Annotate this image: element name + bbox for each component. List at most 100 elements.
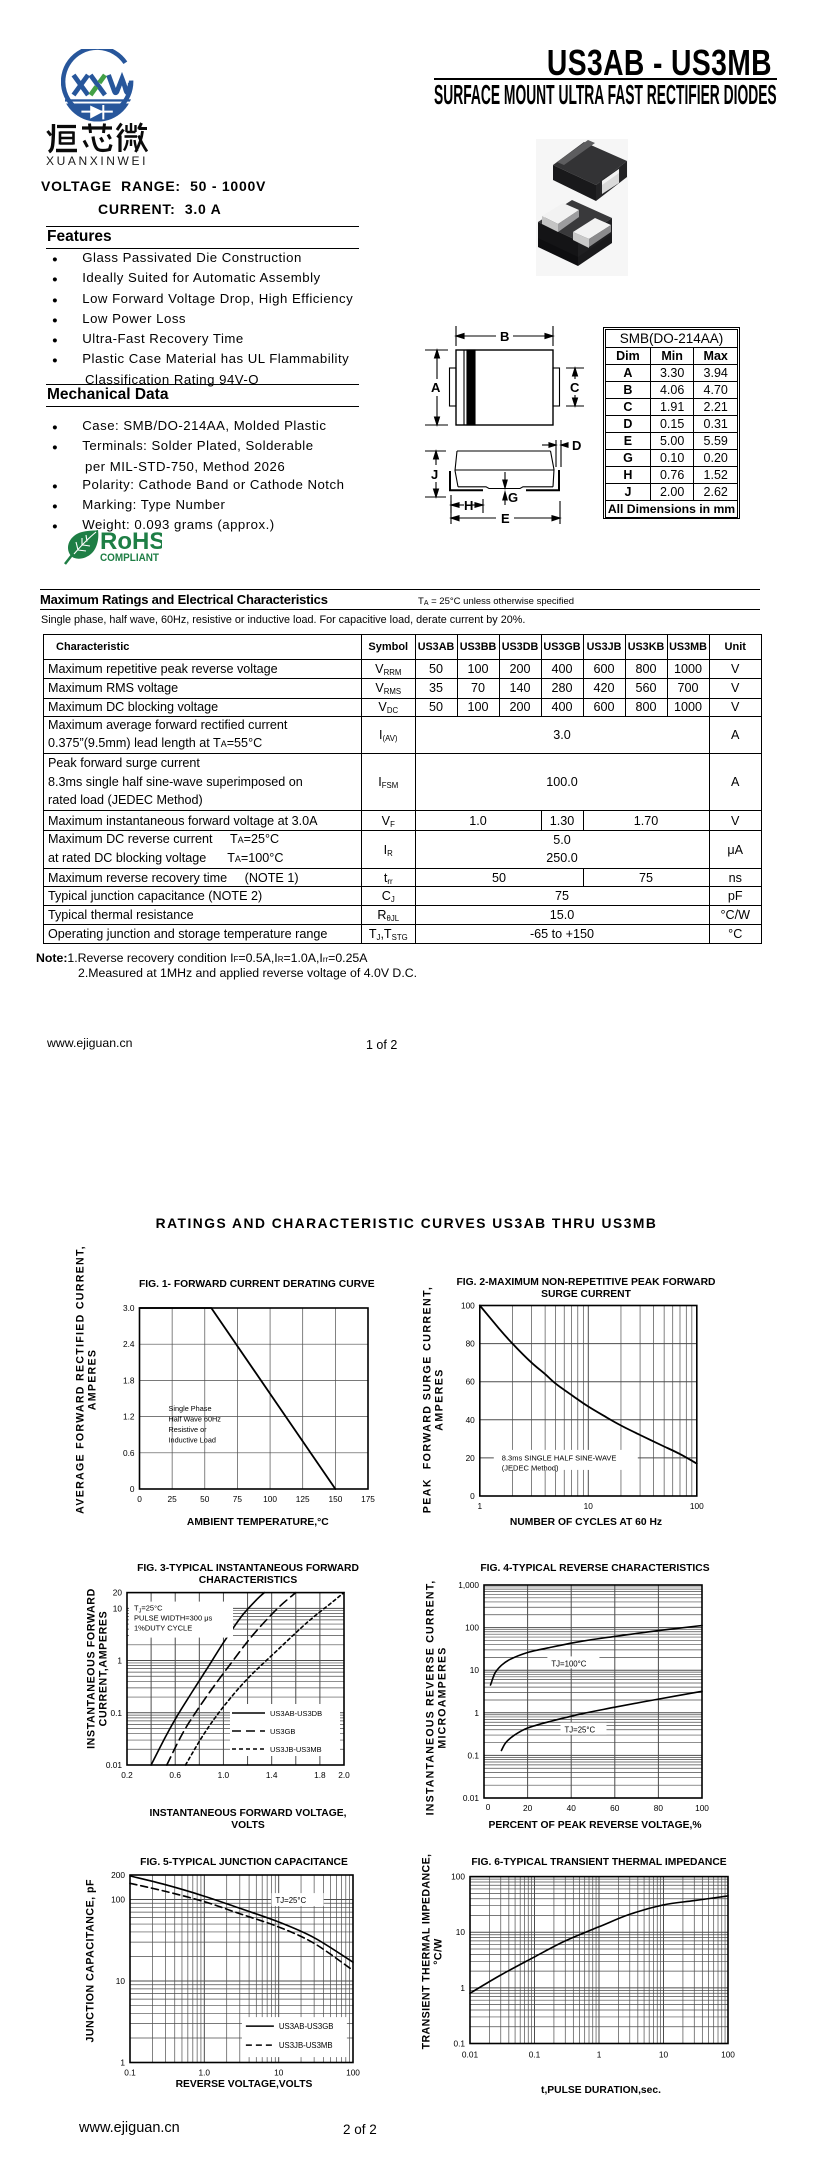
svg-text:TJ=25°C: TJ=25°C [134, 1604, 163, 1615]
svg-text:1: 1 [117, 1656, 122, 1666]
svg-text:US3AB-US3DB: US3AB-US3DB [270, 1709, 322, 1718]
svg-text:100: 100 [346, 2068, 360, 2078]
svg-text:0: 0 [137, 1494, 142, 1504]
svg-text:1%DUTY CYCLE: 1%DUTY CYCLE [134, 1624, 192, 1633]
svg-text:60: 60 [466, 1377, 476, 1387]
svg-text:1: 1 [597, 2050, 602, 2060]
svg-text:Single Phase: Single Phase [169, 1404, 212, 1413]
svg-text:80: 80 [654, 1803, 664, 1813]
svg-text:10: 10 [584, 1501, 594, 1511]
svg-text:100: 100 [465, 1623, 479, 1633]
svg-text:200: 200 [111, 1870, 125, 1880]
svg-text:US3AB-US3GB: US3AB-US3GB [279, 2022, 334, 2031]
svg-text:1.8: 1.8 [314, 1770, 326, 1780]
svg-text:0: 0 [486, 1802, 491, 1812]
svg-text:0: 0 [470, 1491, 475, 1501]
svg-text:0.01: 0.01 [463, 1793, 480, 1803]
svg-text:10: 10 [456, 1927, 466, 1937]
svg-text:B: B [500, 329, 509, 344]
svg-text:60: 60 [610, 1803, 620, 1813]
svg-text:SURGE CURRENT: SURGE CURRENT [541, 1289, 632, 1300]
svg-text:FIG. 2-MAXIMUM NON-REPETITIVE: FIG. 2-MAXIMUM NON-REPETITIVE PEAK FORWA… [457, 1277, 716, 1288]
svg-text:20: 20 [466, 1453, 476, 1463]
svg-text:10: 10 [274, 2068, 284, 2078]
svg-text:US3JB-US3MB: US3JB-US3MB [279, 2041, 333, 2050]
svg-text:0.01: 0.01 [462, 2050, 479, 2060]
svg-text:(JEDEC Method): (JEDEC Method) [502, 1463, 559, 1472]
svg-text:FIG. 6-TYPICAL TRANSIENT THERM: FIG. 6-TYPICAL TRANSIENT THERMAL IMPEDAN… [471, 1857, 726, 1868]
svg-text:C: C [570, 380, 580, 395]
svg-text:A: A [431, 380, 441, 395]
svg-text:1.4: 1.4 [266, 1770, 278, 1780]
svg-text:COMPLIANT: COMPLIANT [100, 552, 159, 564]
svg-text:FIG. 1- FORWARD CURRENT DERATI: FIG. 1- FORWARD CURRENT DERATING CURVE [139, 1279, 375, 1290]
svg-text:0: 0 [130, 1484, 135, 1494]
svg-text:100: 100 [451, 1872, 465, 1882]
svg-text:0.1: 0.1 [453, 2039, 465, 2049]
svg-text:2.4: 2.4 [123, 1339, 135, 1349]
svg-text:80: 80 [466, 1339, 476, 1349]
svg-text:TJ=25°C: TJ=25°C [565, 1726, 596, 1735]
svg-text:NUMBER OF CYCLES AT 60 Hz: NUMBER OF CYCLES AT 60 Hz [510, 1517, 662, 1528]
svg-text:50: 50 [200, 1494, 210, 1504]
svg-text:G: G [508, 490, 518, 505]
svg-text:E: E [501, 511, 510, 526]
svg-text:0.2: 0.2 [121, 1770, 133, 1780]
svg-text:3.0: 3.0 [123, 1303, 135, 1313]
svg-text:FIG. 3-TYPICAL INSTANTANEOUS F: FIG. 3-TYPICAL INSTANTANEOUS FORWARD [137, 1563, 359, 1574]
svg-text:1: 1 [474, 1708, 479, 1718]
svg-text:TJ=25°C: TJ=25°C [276, 1896, 307, 1905]
svg-text:2.0: 2.0 [338, 1770, 350, 1780]
svg-text:175: 175 [361, 1494, 375, 1504]
svg-text:REVERSE VOLTAGE,VOLTS: REVERSE VOLTAGE,VOLTS [176, 2079, 313, 2090]
svg-text:100: 100 [461, 1301, 475, 1311]
svg-text:VOLTS: VOLTS [231, 1820, 265, 1831]
svg-text:AMBIENT TEMPERATURE,°C: AMBIENT TEMPERATURE,°C [187, 1517, 329, 1528]
svg-text:US3GB: US3GB [270, 1727, 295, 1736]
svg-text:1.2: 1.2 [123, 1412, 135, 1422]
svg-text:100: 100 [695, 1803, 709, 1813]
svg-text:Inductive Load: Inductive Load [169, 1436, 216, 1445]
svg-text:1.0: 1.0 [218, 1770, 230, 1780]
svg-text:US3JB-US3MB: US3JB-US3MB [270, 1745, 322, 1754]
svg-text:FIG. 4-TYPICAL REVERSE CHARACT: FIG. 4-TYPICAL REVERSE CHARACTERISTICS [480, 1563, 709, 1574]
svg-text:0.1: 0.1 [467, 1750, 479, 1760]
svg-text:D: D [572, 438, 581, 453]
svg-text:25: 25 [167, 1494, 177, 1504]
svg-text:10: 10 [113, 1603, 123, 1613]
svg-text:1.8: 1.8 [123, 1375, 135, 1385]
svg-text:1: 1 [460, 1983, 465, 1993]
svg-text:0.1: 0.1 [529, 2050, 541, 2060]
svg-text:20: 20 [113, 1588, 123, 1598]
svg-text:CHARACTERISTICS: CHARACTERISTICS [199, 1575, 298, 1586]
svg-text:100: 100 [721, 2050, 735, 2060]
svg-text:0.01: 0.01 [106, 1760, 123, 1770]
svg-text:H: H [464, 498, 473, 513]
svg-text:0.6: 0.6 [123, 1448, 135, 1458]
svg-text:1,000: 1,000 [458, 1580, 479, 1590]
svg-text:0.6: 0.6 [169, 1770, 181, 1780]
svg-text:t,PULSE DURATION,sec.: t,PULSE DURATION,sec. [541, 2085, 661, 2096]
svg-text:100: 100 [690, 1501, 704, 1511]
svg-text:8.3ms SINGLE HALF SINE-WAVE: 8.3ms SINGLE HALF SINE-WAVE [502, 1453, 617, 1462]
svg-text:PULSE WIDTH=300 μs: PULSE WIDTH=300 μs [134, 1614, 213, 1623]
svg-text:100: 100 [263, 1494, 277, 1504]
svg-text:20: 20 [523, 1803, 533, 1813]
svg-text:J: J [431, 467, 438, 482]
svg-text:FIG. 5-TYPICAL JUNCTION CAPACI: FIG. 5-TYPICAL JUNCTION CAPACITANCE [140, 1857, 348, 1868]
svg-text:100: 100 [111, 1895, 125, 1905]
svg-text:75: 75 [233, 1494, 243, 1504]
svg-text:Resistive or: Resistive or [169, 1425, 208, 1434]
svg-text:1: 1 [477, 1501, 482, 1511]
svg-text:TJ=100°C: TJ=100°C [551, 1659, 586, 1668]
svg-text:125: 125 [296, 1494, 310, 1504]
svg-text:1: 1 [120, 2058, 125, 2068]
svg-text:0.1: 0.1 [110, 1708, 122, 1718]
svg-text:10: 10 [659, 2050, 669, 2060]
svg-text:PERCENT OF PEAK REVERSE VOLTAG: PERCENT OF PEAK REVERSE VOLTAGE,% [488, 1820, 701, 1831]
svg-text:40: 40 [567, 1803, 577, 1813]
svg-text:10: 10 [116, 1976, 126, 1986]
svg-text:INSTANTANEOUS FORWARD VOLTAGE,: INSTANTANEOUS FORWARD VOLTAGE, [150, 1808, 347, 1819]
svg-text:Half Wave 60Hz: Half Wave 60Hz [169, 1415, 222, 1424]
svg-text:150: 150 [328, 1494, 342, 1504]
